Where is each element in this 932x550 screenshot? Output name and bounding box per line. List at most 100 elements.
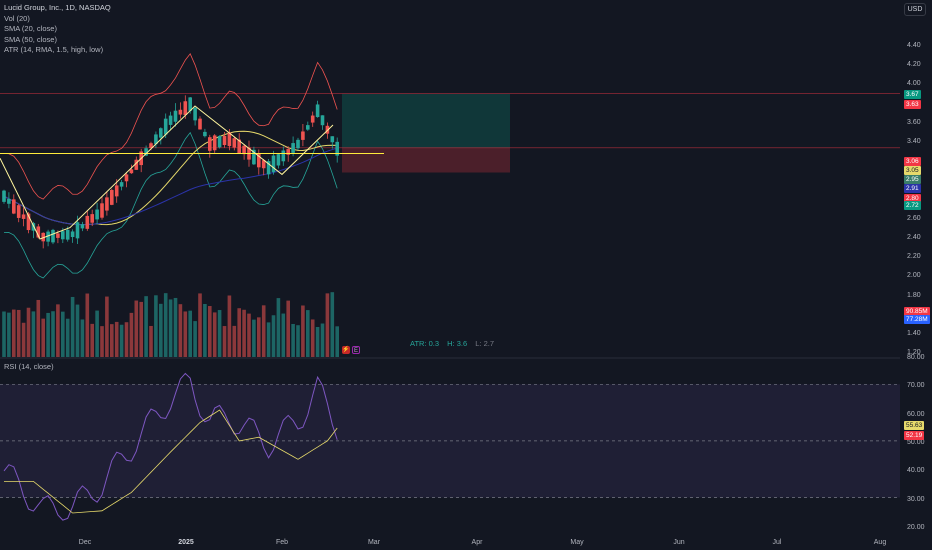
candle-body bbox=[70, 231, 75, 238]
candle-body bbox=[90, 214, 94, 223]
earnings-event-icon[interactable]: E bbox=[352, 346, 360, 354]
sma50-line bbox=[3, 147, 338, 226]
volume-bar bbox=[90, 323, 94, 357]
rsi-axis-tick: 60.00 bbox=[907, 410, 925, 418]
atr-indicator-label[interactable]: ATR (14, RMA, 1.5, high, low) bbox=[4, 45, 104, 54]
volume-bar bbox=[134, 300, 139, 357]
symbol-title[interactable]: Lucid Group, Inc., 1D, NASDAQ bbox=[4, 3, 111, 12]
volume-bar bbox=[232, 325, 237, 357]
price-axis-tick: 1.40 bbox=[907, 330, 921, 337]
candle-body bbox=[26, 213, 31, 231]
volume-bar bbox=[173, 297, 178, 357]
candle-body bbox=[296, 139, 300, 149]
candle-body bbox=[271, 155, 276, 173]
flash-event-icon[interactable]: ⚡ bbox=[342, 346, 350, 354]
volume-bar bbox=[286, 300, 290, 357]
candle-body bbox=[330, 136, 335, 143]
rsi-indicator-label[interactable]: RSI (14, close) bbox=[4, 362, 54, 371]
position-stop-zone bbox=[342, 147, 510, 173]
price-axis-tick: 2.60 bbox=[907, 214, 921, 222]
volume-bar bbox=[310, 319, 315, 357]
candle-body bbox=[212, 135, 217, 151]
candle-body bbox=[31, 223, 36, 231]
candle-body bbox=[222, 135, 227, 146]
candle-body bbox=[232, 138, 237, 148]
atr-readout: ATR: 0.3 H: 3.6 L: 2.7 bbox=[410, 339, 500, 348]
volume-bar bbox=[247, 313, 251, 357]
currency-button[interactable]: USD bbox=[904, 3, 926, 16]
volume-bar bbox=[75, 304, 80, 357]
price-badge: 3.05 bbox=[904, 166, 921, 175]
candle-body bbox=[306, 125, 310, 130]
volume-bar bbox=[325, 293, 330, 357]
candle-body bbox=[168, 115, 173, 125]
atr-lower-band bbox=[3, 131, 338, 279]
candle-body bbox=[21, 214, 26, 219]
atr-low-value: L: 2.7 bbox=[475, 339, 495, 348]
candle-body bbox=[114, 185, 119, 197]
candle-body bbox=[80, 224, 85, 229]
volume-bar bbox=[222, 326, 227, 357]
price-axis-tick: 1.20 bbox=[907, 349, 921, 357]
volume-bar bbox=[306, 310, 310, 357]
volume-bar bbox=[56, 304, 60, 357]
rsi-badge: 55.63 bbox=[904, 421, 925, 430]
volume-bar bbox=[129, 312, 134, 357]
position-profit-zone bbox=[342, 93, 510, 148]
volume-bar bbox=[198, 293, 202, 357]
candle-body bbox=[198, 118, 202, 130]
candle-body bbox=[208, 137, 212, 151]
candle-body bbox=[100, 203, 104, 218]
price-axis-tick: 2.00 bbox=[907, 272, 921, 280]
volume-bar bbox=[159, 303, 163, 357]
rsi-ma-line bbox=[4, 409, 338, 514]
volume-bar bbox=[188, 310, 192, 357]
rsi-axis-tick: 70.00 bbox=[907, 382, 925, 390]
candle-body bbox=[310, 115, 315, 123]
volume-bar bbox=[26, 307, 31, 357]
candle-body bbox=[203, 131, 207, 137]
candle-body bbox=[105, 197, 109, 211]
candle-body bbox=[291, 143, 295, 153]
candle-body bbox=[16, 205, 21, 218]
volume-bar bbox=[242, 309, 246, 357]
sma50-indicator-label[interactable]: SMA (50, close) bbox=[4, 34, 57, 44]
price-badge: 77.28M bbox=[904, 315, 930, 324]
volume-bar bbox=[31, 311, 36, 357]
candle-body bbox=[124, 174, 129, 182]
rsi-axis-tick: 40.00 bbox=[907, 467, 925, 475]
candle-body bbox=[154, 134, 158, 145]
volume-bar bbox=[105, 296, 109, 357]
volume-bar bbox=[315, 326, 320, 357]
price-badge: 90.85M bbox=[904, 307, 930, 316]
candle-body bbox=[61, 231, 65, 240]
price-axis-tick: 2.20 bbox=[907, 253, 921, 261]
candle-body bbox=[193, 107, 197, 121]
price-badge: 3.63 bbox=[904, 100, 921, 109]
volume-bar bbox=[110, 324, 114, 357]
price-axis-tick: 1.80 bbox=[907, 291, 921, 299]
sma20-indicator-label[interactable]: SMA (20, close) bbox=[4, 24, 57, 33]
volume-bar bbox=[330, 292, 335, 357]
price-badge: 2.91 bbox=[904, 184, 921, 193]
volume-bar bbox=[16, 309, 21, 357]
candle-body bbox=[261, 160, 266, 169]
volume-indicator-label[interactable]: Vol (20) bbox=[4, 13, 30, 23]
atr-value: ATR: 0.3 bbox=[410, 339, 440, 348]
zigzag-drawing bbox=[0, 105, 334, 240]
candle-body bbox=[7, 198, 11, 204]
volume-bar bbox=[217, 310, 222, 357]
candle-body bbox=[119, 182, 124, 187]
volume-bar bbox=[208, 306, 212, 357]
price-badge: 3.06 bbox=[904, 157, 921, 166]
time-axis-tick: Aug bbox=[873, 539, 887, 546]
indicator-legend: Lucid Group, Inc., 1D, NASDAQ Vol (20) S… bbox=[4, 3, 111, 56]
volume-bar bbox=[80, 319, 85, 357]
volume-bar bbox=[85, 293, 90, 357]
volume-bar bbox=[193, 321, 197, 357]
volume-bar bbox=[2, 311, 6, 357]
volume-bar bbox=[227, 295, 232, 357]
volume-bar bbox=[7, 312, 11, 357]
time-axis-tick: 2025 bbox=[178, 539, 194, 546]
